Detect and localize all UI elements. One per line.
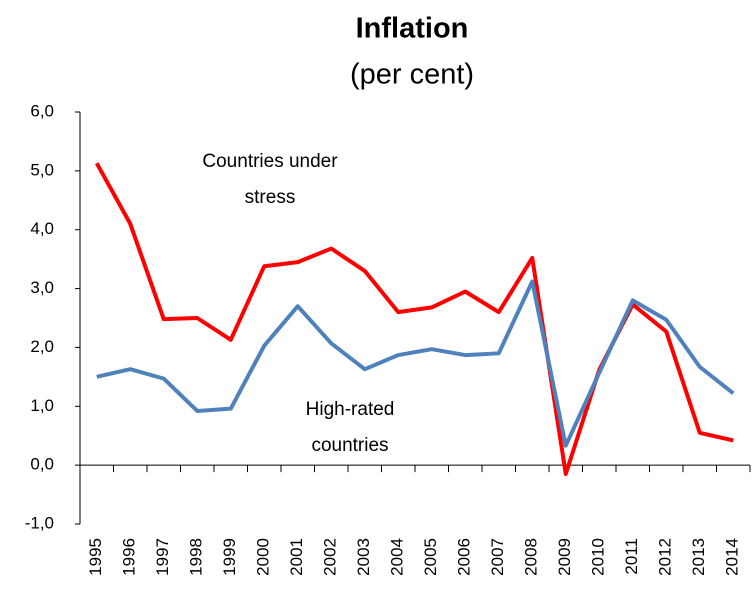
x-tick-label: 2001 <box>287 538 306 576</box>
x-tick-label: 2012 <box>656 538 675 576</box>
x-tick-label: 2009 <box>555 538 574 576</box>
y-tick-label: 6,0 <box>30 101 54 120</box>
x-tick-label: 2000 <box>254 538 273 576</box>
annotation: High-rated <box>306 399 395 420</box>
chart-subtitle: (per cent) <box>350 59 474 91</box>
x-tick-label: 2013 <box>689 538 708 576</box>
x-tick-label: 2011 <box>622 538 641 575</box>
chart-title: Inflation <box>356 13 469 45</box>
y-tick-label: 4,0 <box>30 219 54 238</box>
x-tick-label: 2014 <box>723 538 742 576</box>
x-tick-label: 2004 <box>388 538 407 576</box>
x-tick-label: 2002 <box>321 538 340 576</box>
x-tick-label: 2007 <box>488 538 507 576</box>
x-tick-label: 2005 <box>421 538 440 576</box>
series-line <box>94 162 734 476</box>
x-tick-label: 1997 <box>153 538 172 576</box>
x-tick-label: 2003 <box>354 538 373 576</box>
y-tick-label: 1,0 <box>30 396 54 415</box>
annotation: countries <box>311 435 388 456</box>
x-tick-label: 2008 <box>522 538 541 576</box>
x-tick-label: 1996 <box>120 538 139 576</box>
x-tick-label: 1999 <box>220 538 239 576</box>
x-tick-label: 1998 <box>187 538 206 576</box>
series-line <box>96 279 735 448</box>
y-tick-label: 5,0 <box>30 160 54 179</box>
y-tick-label: 3,0 <box>30 278 54 297</box>
y-tick-label: 2,0 <box>30 337 54 356</box>
y-tick-label: 0,0 <box>30 455 54 474</box>
x-tick-label: 1995 <box>86 538 105 576</box>
annotation: stress <box>245 187 296 208</box>
x-tick-label: 2010 <box>589 538 608 576</box>
annotation: Countries under <box>202 151 338 172</box>
x-tick-label: 2006 <box>455 538 474 576</box>
y-tick-label: -1,0 <box>25 513 54 532</box>
